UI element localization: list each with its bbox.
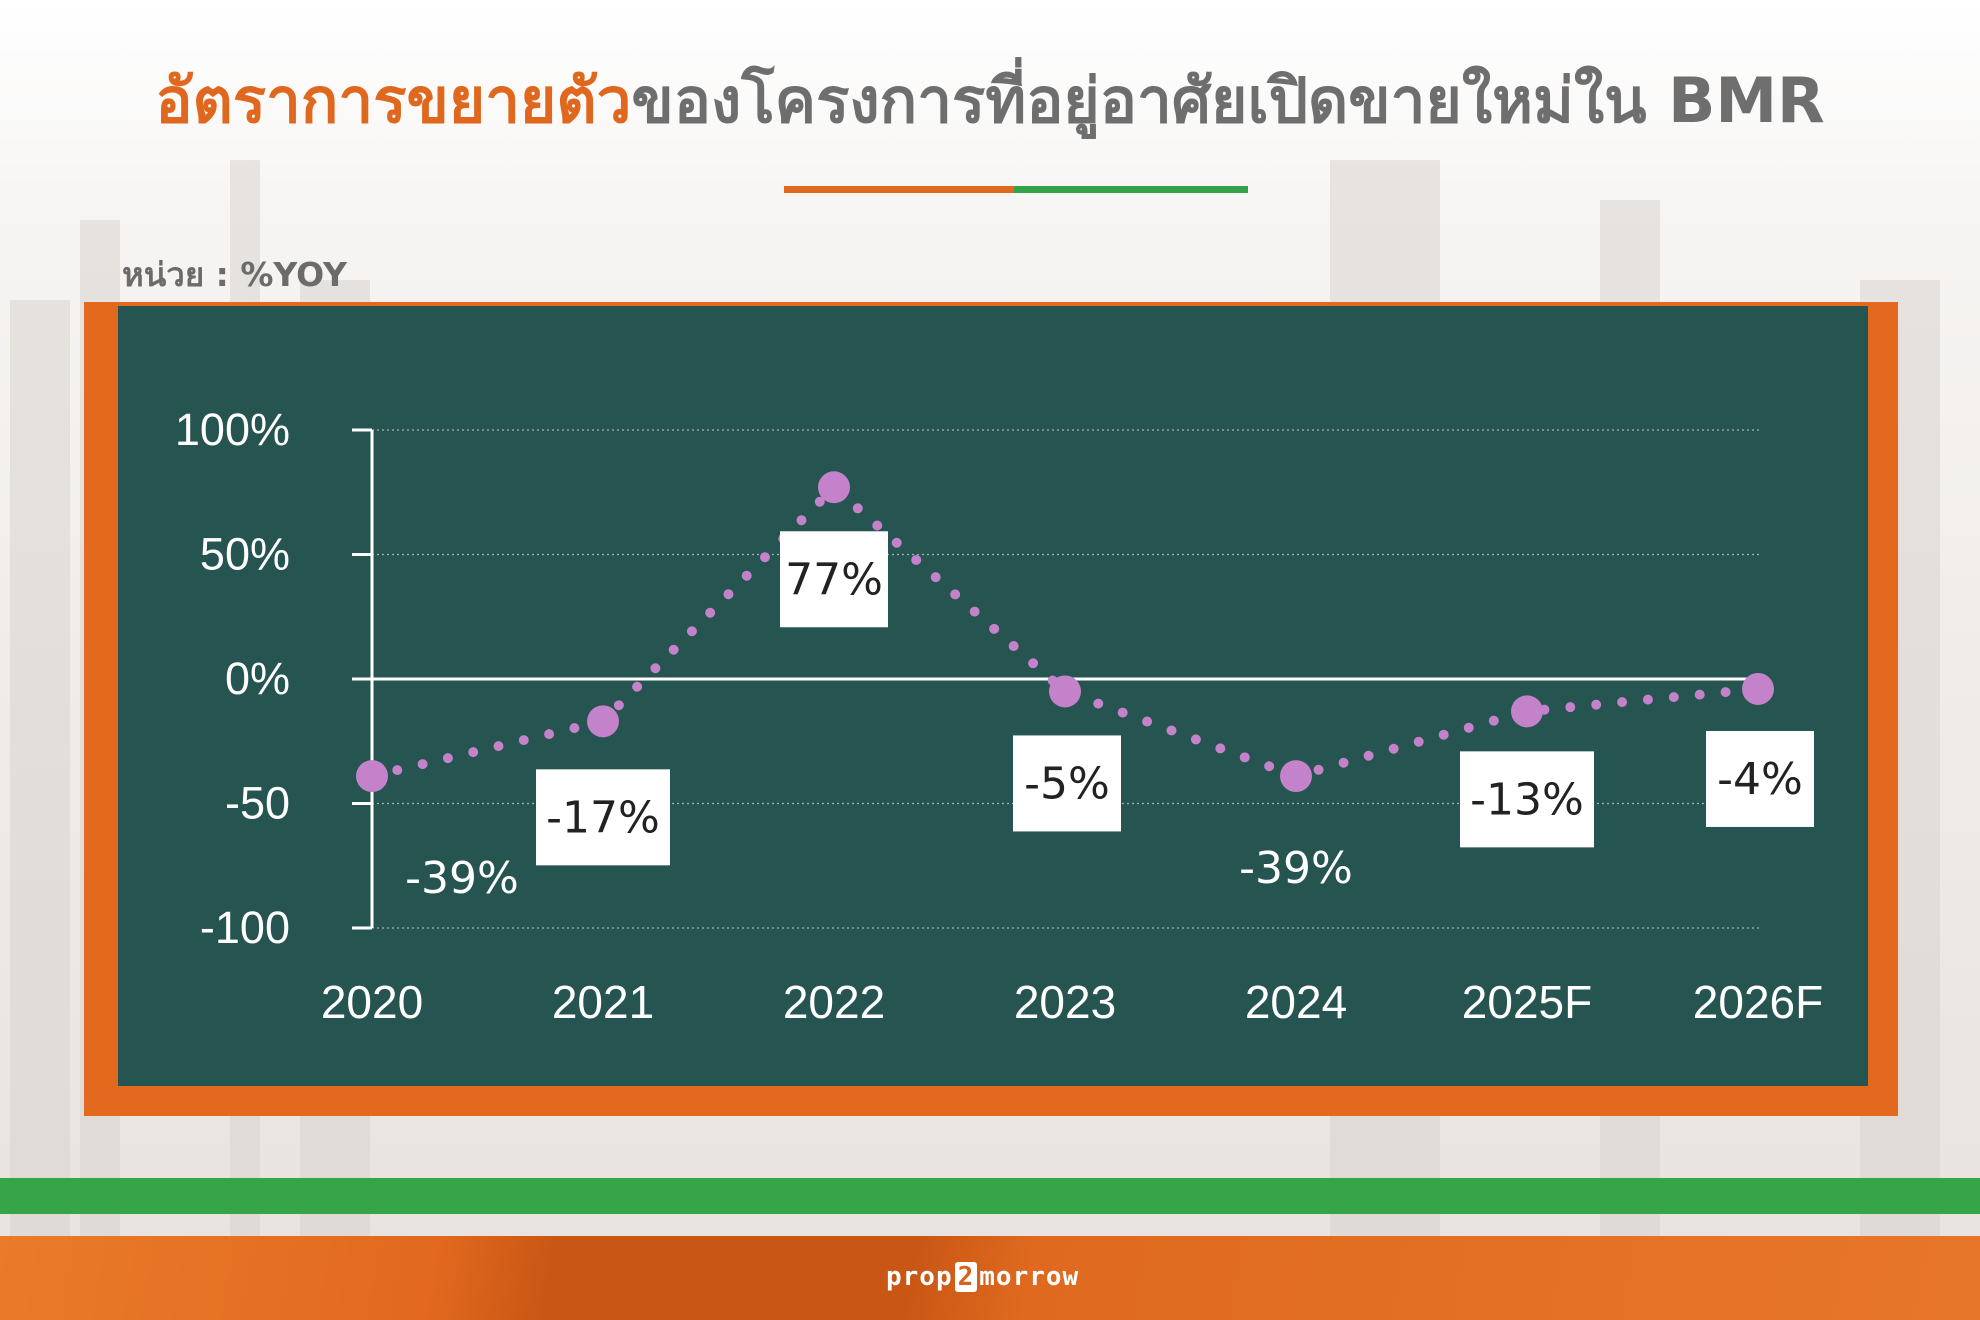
x-tick-label: 2026F xyxy=(1693,976,1823,1028)
footer-green-band xyxy=(0,1178,1980,1214)
data-label-box xyxy=(1460,751,1594,848)
y-tick-label: -100 xyxy=(200,902,290,953)
title-rest: ของโครงการที่อยู่อาศัยเปิดขายใหม่ใน BMR xyxy=(631,64,1825,137)
data-label-box xyxy=(780,531,888,628)
data-label: -13% xyxy=(1470,774,1584,825)
logo-mid: 2 xyxy=(954,1262,978,1292)
logo-prefix: prop xyxy=(886,1262,953,1292)
data-label-box xyxy=(1706,730,1814,827)
page-title: อัตราการขยายตัวของโครงการที่อยู่อาศัยเปิ… xyxy=(0,52,1980,150)
x-tick-label: 2020 xyxy=(321,976,423,1028)
y-tick-label: 100% xyxy=(175,404,290,455)
x-tick-label: 2022 xyxy=(783,976,885,1028)
line-chart: 100% 50% 0% -50 -100 2020 2021 2022 2023 2024 2025… xyxy=(175,404,1823,1028)
data-label: 77% xyxy=(785,554,883,605)
x-tick-label: 2024 xyxy=(1245,976,1347,1028)
data-label: -39% xyxy=(405,853,519,904)
y-tick-label: 0% xyxy=(225,653,290,704)
data-label: -39% xyxy=(1239,843,1353,894)
y-tick-label: -50 xyxy=(225,778,290,829)
data-label: -5% xyxy=(1024,758,1110,809)
x-tick-label: 2023 xyxy=(1014,976,1116,1028)
data-point xyxy=(1049,675,1081,708)
y-tick-label: 50% xyxy=(200,529,290,580)
footer-orange-band xyxy=(0,1236,1980,1320)
data-label: -4% xyxy=(1717,754,1803,805)
data-point xyxy=(1742,672,1774,705)
unit-label: หน่วย : %YOY xyxy=(122,255,347,294)
data-point xyxy=(356,760,388,793)
data-point xyxy=(587,705,619,738)
data-label-box xyxy=(536,769,670,866)
data-label: -17% xyxy=(546,792,660,843)
x-tick-label: 2021 xyxy=(552,976,654,1028)
chart-panel: 100% 50% 0% -50 -100 2020 2021 2022 2023 2024 2025… xyxy=(118,306,1868,1086)
title-highlight: อัตราการขยายตัว xyxy=(155,64,632,137)
data-point xyxy=(1280,760,1312,793)
x-tick-label: 2025F xyxy=(1462,976,1592,1028)
title-rule-orange xyxy=(784,186,1014,193)
series-line xyxy=(367,480,1763,782)
title-rule-green xyxy=(1014,186,1248,193)
data-point xyxy=(1511,695,1543,728)
data-label-box xyxy=(1013,735,1121,832)
prop2morrow-logo: prop 2 morrow xyxy=(886,1262,1079,1292)
logo-suffix: morrow xyxy=(979,1262,1080,1292)
data-point xyxy=(818,471,850,504)
